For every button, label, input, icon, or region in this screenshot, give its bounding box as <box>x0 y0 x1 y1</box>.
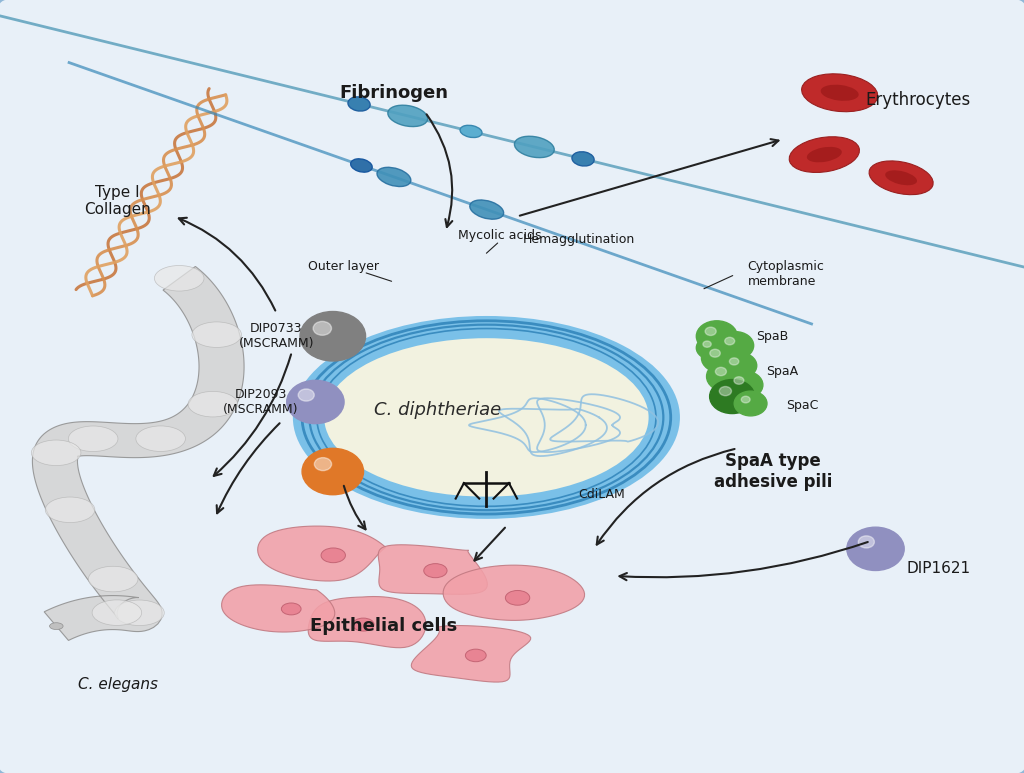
Circle shape <box>717 332 754 359</box>
Ellipse shape <box>69 426 118 451</box>
Circle shape <box>707 361 748 392</box>
Ellipse shape <box>155 266 204 291</box>
Ellipse shape <box>302 321 671 514</box>
Text: CdiLAM: CdiLAM <box>579 489 626 501</box>
Circle shape <box>706 327 716 335</box>
Ellipse shape <box>188 391 238 417</box>
Circle shape <box>847 527 904 570</box>
Ellipse shape <box>32 440 81 465</box>
Circle shape <box>716 367 726 376</box>
Ellipse shape <box>807 147 842 162</box>
Ellipse shape <box>325 339 648 497</box>
Ellipse shape <box>45 497 95 523</box>
Polygon shape <box>308 597 426 648</box>
Ellipse shape <box>424 564 447 577</box>
Text: Cytoplasmic
membrane: Cytoplasmic membrane <box>748 261 824 288</box>
Circle shape <box>729 358 738 365</box>
Text: SpaA: SpaA <box>766 365 798 377</box>
Circle shape <box>710 380 755 414</box>
Circle shape <box>726 371 763 399</box>
Ellipse shape <box>820 85 859 100</box>
Text: DIP2093
(MSCRAMM): DIP2093 (MSCRAMM) <box>223 388 299 416</box>
Circle shape <box>298 389 314 401</box>
Ellipse shape <box>297 318 676 516</box>
Circle shape <box>701 343 740 373</box>
Ellipse shape <box>460 125 482 138</box>
Ellipse shape <box>869 161 933 195</box>
Polygon shape <box>33 267 244 641</box>
Ellipse shape <box>322 548 345 563</box>
Circle shape <box>302 448 364 495</box>
Circle shape <box>734 391 767 416</box>
Circle shape <box>313 322 332 335</box>
Circle shape <box>696 321 737 352</box>
Circle shape <box>741 397 751 403</box>
Text: Type I
Collagen: Type I Collagen <box>84 185 152 217</box>
Circle shape <box>314 458 332 471</box>
Ellipse shape <box>388 105 428 127</box>
Ellipse shape <box>115 600 164 625</box>
Circle shape <box>702 341 712 347</box>
Ellipse shape <box>514 136 554 158</box>
Circle shape <box>858 536 874 548</box>
Ellipse shape <box>506 591 529 605</box>
Ellipse shape <box>802 73 878 112</box>
Ellipse shape <box>572 152 594 166</box>
Text: Mycolic acids: Mycolic acids <box>458 230 542 242</box>
Ellipse shape <box>49 623 63 629</box>
Text: Erythrocytes: Erythrocytes <box>865 91 971 110</box>
Circle shape <box>719 386 731 396</box>
Circle shape <box>287 380 344 424</box>
Ellipse shape <box>348 97 370 111</box>
Ellipse shape <box>465 649 486 662</box>
Polygon shape <box>412 625 530 682</box>
Text: Fibrinogen: Fibrinogen <box>340 83 449 102</box>
Text: Outer layer: Outer layer <box>307 261 379 273</box>
Circle shape <box>696 336 727 359</box>
Ellipse shape <box>470 200 504 220</box>
Ellipse shape <box>790 137 859 172</box>
Ellipse shape <box>136 426 185 451</box>
Polygon shape <box>443 565 585 621</box>
Text: SpaC: SpaC <box>786 400 819 412</box>
Ellipse shape <box>352 618 374 631</box>
Text: SpaA type
adhesive pili: SpaA type adhesive pili <box>714 452 833 491</box>
Ellipse shape <box>88 567 138 592</box>
Circle shape <box>722 352 757 379</box>
Ellipse shape <box>92 600 141 625</box>
Text: DIP0733
(MSCRAMM): DIP0733 (MSCRAMM) <box>239 322 314 350</box>
Ellipse shape <box>282 603 301 615</box>
Polygon shape <box>378 545 487 594</box>
Text: C. diphtheriae: C. diphtheriae <box>374 400 501 419</box>
Text: DIP1621: DIP1621 <box>906 560 971 576</box>
Text: Epithelial cells: Epithelial cells <box>310 617 458 635</box>
Polygon shape <box>221 585 335 632</box>
Ellipse shape <box>350 158 372 172</box>
Circle shape <box>710 349 720 357</box>
Text: SpaB: SpaB <box>756 330 787 342</box>
Ellipse shape <box>191 322 242 347</box>
Polygon shape <box>258 526 386 581</box>
Text: C. elegans: C. elegans <box>78 676 158 692</box>
Ellipse shape <box>293 316 680 519</box>
Ellipse shape <box>377 167 411 186</box>
Text: Hemagglutination: Hemagglutination <box>522 233 635 246</box>
Ellipse shape <box>885 170 918 186</box>
Circle shape <box>734 376 743 384</box>
Circle shape <box>300 312 366 361</box>
Circle shape <box>725 337 734 345</box>
